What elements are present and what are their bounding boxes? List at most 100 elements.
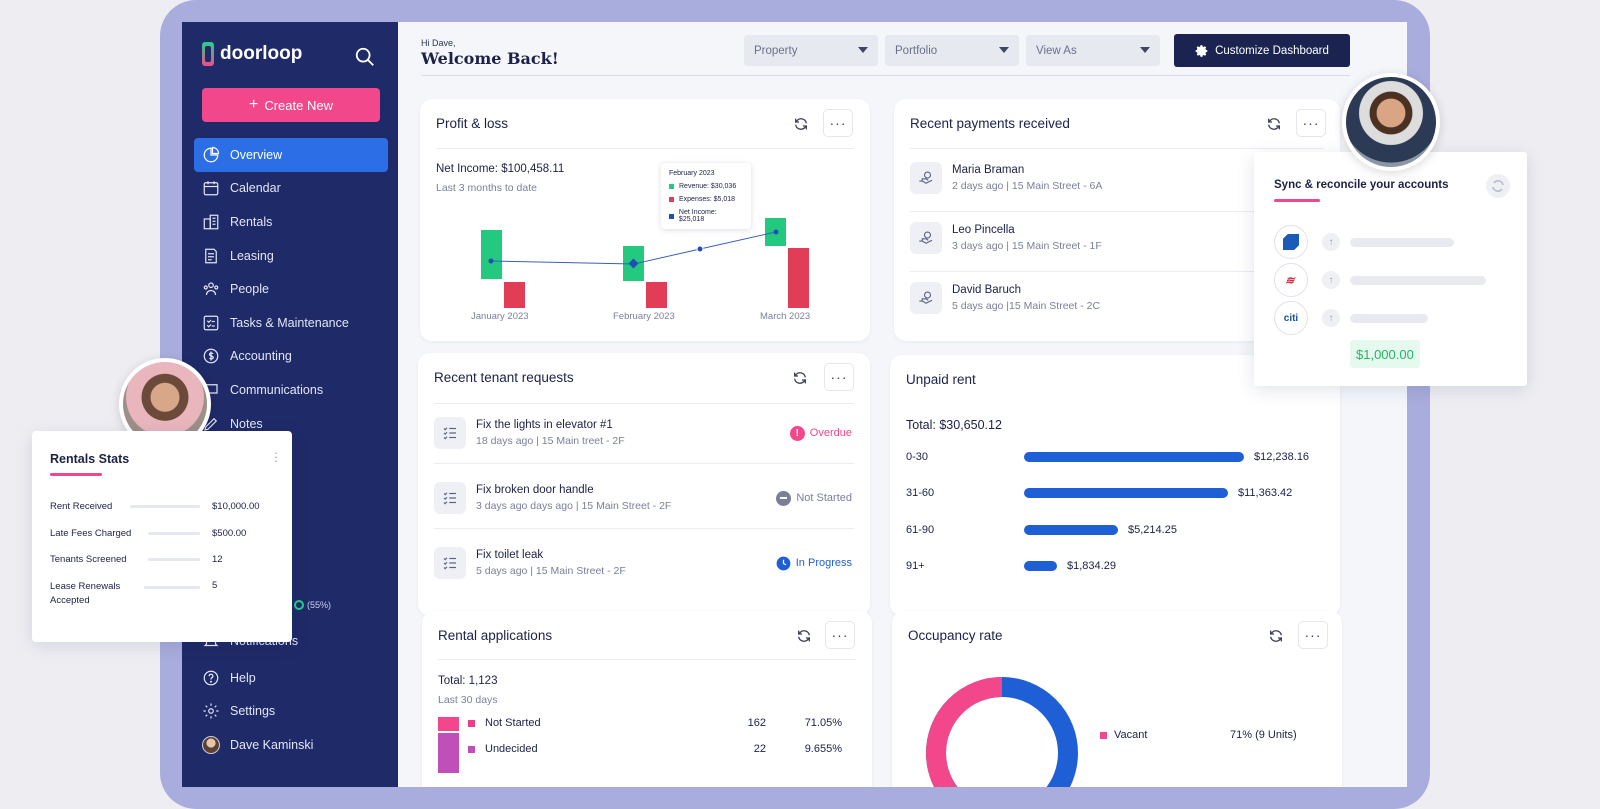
upload-icon: ↑ [1322,309,1340,327]
card-title: Sync & reconcile your accounts [1274,179,1449,191]
sidebar-item-settings[interactable]: Settings [194,695,388,729]
more-menu-button[interactable]: ··· [823,109,853,137]
customize-dashboard-button[interactable]: Customize Dashboard [1174,34,1350,67]
sidebar-item-rentals[interactable]: Rentals [194,205,388,239]
sidebar-bottom-nav: Help Settings Dave Kaminski [194,661,388,762]
unpaid-total: Total: $30,650.12 [906,418,1002,432]
legend-swatch [669,197,674,202]
more-menu-button[interactable]: ··· [1296,109,1326,137]
sync-accounts-card: Sync & reconcile your accounts ↑ ≋ ↑ cit… [1254,152,1527,386]
refresh-icon[interactable] [792,370,808,386]
header-divider [421,75,1350,76]
profit-loss-card: Profit & loss ··· Net Income: $100,458.1… [420,99,870,341]
legend-swatch [468,719,475,727]
list-item[interactable]: Fix broken door handle 3 days ago days ag… [434,480,852,516]
refresh-icon[interactable] [793,116,809,132]
card-title: Rentals Stats [50,452,130,466]
plus-icon: + [249,96,259,113]
status-badge: ! Overdue [789,425,852,441]
divider [910,148,1324,149]
net-income-line [490,231,777,265]
sidebar-item-notes[interactable]: Notes [194,407,388,441]
sidebar: doorloop + Create New Overview Calendar … [182,22,398,787]
sidebar-item-tasks[interactable]: Tasks & Maintenance [194,306,388,340]
upload-icon: ↑ [1322,271,1340,289]
people-icon [203,282,219,296]
occupancy-donut [926,677,1078,787]
payment-hand-icon [910,162,942,194]
page-title: Welcome Back! [421,49,559,68]
logo-mark-icon [202,42,214,66]
list-item[interactable]: David Baruch 5 days ago |15 Main Street -… [910,282,1100,314]
stacked-bar-segment [438,733,459,773]
more-vertical-icon[interactable]: ⋮ [270,450,282,464]
x-tick-label: February 2023 [613,311,675,322]
help-icon [203,670,219,686]
document-icon [205,248,217,263]
sidebar-item-profile[interactable]: Dave Kaminski [194,728,388,762]
expense-bar [788,248,809,308]
revenue-bar [481,230,502,279]
sidebar-item-help[interactable]: Help [194,661,388,695]
placeholder-bar [1350,276,1486,285]
card-title: Occupancy rate [908,628,1003,643]
dollar-icon [203,349,219,364]
net-income-point [696,245,704,253]
top-header: Hi Dave, Welcome Back! Property Portfoli… [398,22,1407,76]
list-item[interactable]: Maria Braman 2 days ago | 15 Main Street … [910,162,1102,194]
chase-icon[interactable] [1274,225,1308,259]
refresh-icon[interactable] [796,628,812,644]
placeholder-bar [1350,238,1454,247]
stat-row: Late Fees Charged $500.00 [50,528,247,539]
bofa-icon[interactable]: ≋ [1274,263,1308,297]
card-title: Profit & loss [436,116,509,131]
sidebar-item-accounting[interactable]: Accounting [194,340,388,374]
refresh-icon[interactable] [1266,116,1282,132]
list-item[interactable]: Leo Pincella 3 days ago | 15 Main Street … [910,222,1102,254]
sidebar-item-people[interactable]: People [194,272,388,306]
property-dropdown[interactable]: Property [744,35,878,66]
stat-track [148,558,200,561]
unpaid-row: 0-30 $12,238.16 [906,451,1310,463]
search-icon[interactable] [354,46,376,68]
placeholder-bar [1350,314,1428,323]
view-as-dropdown[interactable]: View As [1026,35,1160,66]
card-title: Recent tenant requests [434,370,574,385]
note-icon [204,417,218,431]
sidebar-item-leasing[interactable]: Leasing [194,239,388,273]
card-title: Recent payments received [910,116,1070,131]
app-logo[interactable]: doorloop [202,42,302,66]
more-menu-button[interactable]: ··· [825,621,855,649]
more-menu-button[interactable]: ··· [1298,621,1328,649]
stat-track [130,505,200,508]
x-tick-label: March 2023 [760,311,811,322]
more-menu-button[interactable]: ··· [824,363,854,391]
portfolio-dropdown[interactable]: Portfolio [885,35,1019,66]
expense-bar [646,282,667,308]
alert-icon: ! [789,425,805,441]
progress-ring-icon [294,600,304,610]
pie-chart-icon [203,146,220,163]
sidebar-item-communications[interactable]: Communications [194,373,388,407]
sync-icon[interactable] [1486,174,1510,198]
net-income-point [628,258,639,269]
occupancy-rate-card: Occupancy rate ··· Vacant 71% (9 Units) [892,611,1342,787]
citi-icon[interactable]: citi [1274,301,1308,335]
net-income: Net Income: $100,458.11 [436,163,565,175]
net-income-point [773,229,779,235]
stat-row: Tenants Screened 12 [50,554,223,565]
list-item[interactable]: Fix toilet leak 5 days ago | 15 Main Stre… [434,545,852,581]
stat-track [148,532,200,535]
list-item[interactable]: Fix the lights in elevator #1 18 days ago… [434,415,852,451]
mini-progress: (55%) [294,600,331,610]
card-title: Rental applications [438,628,553,643]
checklist-icon [434,417,466,449]
create-new-button[interactable]: + Create New [202,88,380,122]
sidebar-item-calendar[interactable]: Calendar [194,172,388,206]
pl-subtitle: Last 3 months to date [436,182,537,194]
sidebar-item-overview[interactable]: Overview [194,138,388,172]
divider [436,148,854,149]
refresh-icon[interactable] [1268,628,1284,644]
pl-chart [481,218,809,308]
sidebar-nav: Overview Calendar Rentals Leasing People… [194,138,388,440]
